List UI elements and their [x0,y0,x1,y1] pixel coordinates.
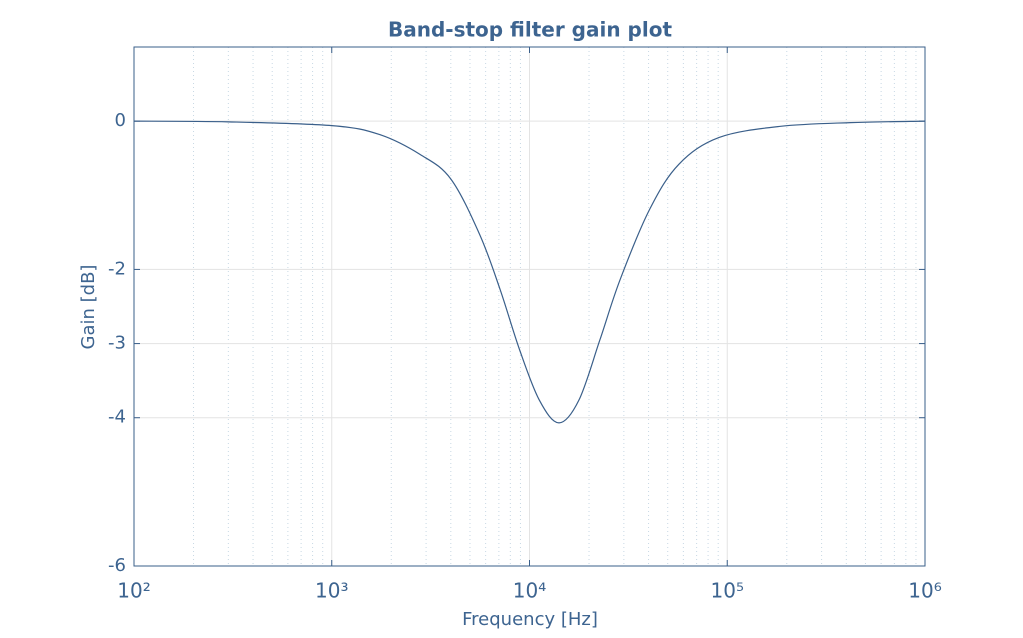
y-tick-label: -4 [108,407,126,428]
y-tick-label: -3 [108,333,126,354]
gain-line [133,120,926,424]
x-tick-label: 10⁴ [513,579,546,603]
plot-frame [133,46,926,567]
x-tick-label: 10⁵ [711,579,744,603]
y-tick-label: -6 [108,555,126,576]
x-tick-label: 10² [117,579,150,603]
y-tick-label: -2 [108,258,126,279]
y-tick-label: 0 [115,110,126,131]
x-tick-label: 10³ [315,579,348,603]
chart-title: Band-stop filter gain plot [388,18,672,42]
x-tick-label: 10⁶ [908,579,941,603]
x-axis-label: Frequency [Hz] [462,609,598,630]
y-axis-label: Gain [dB] [78,265,99,350]
